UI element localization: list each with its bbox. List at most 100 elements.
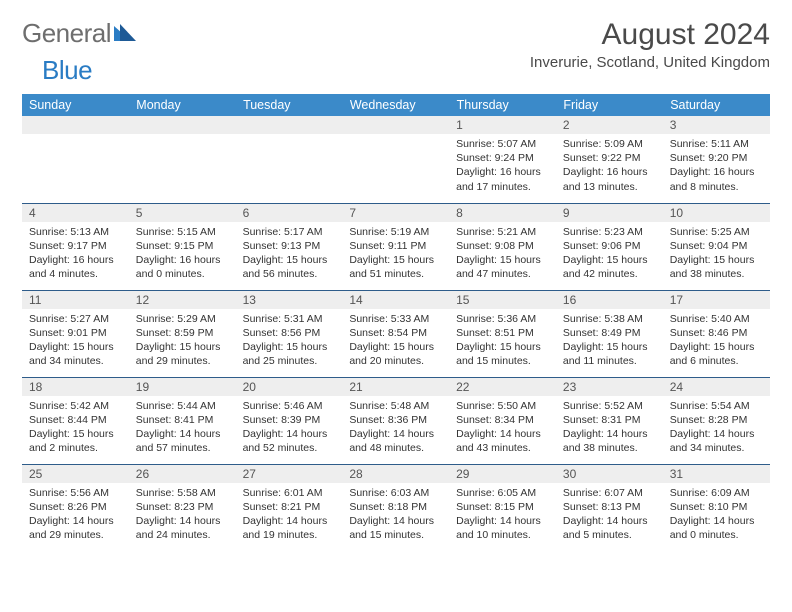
- page-subtitle: Inverurie, Scotland, United Kingdom: [530, 54, 770, 71]
- day-number: 26: [129, 465, 236, 483]
- day-details: Sunrise: 5:15 AMSunset: 9:15 PMDaylight:…: [129, 222, 236, 285]
- calendar-week-row: 1Sunrise: 5:07 AMSunset: 9:24 PMDaylight…: [22, 116, 770, 203]
- day-details: Sunrise: 6:05 AMSunset: 8:15 PMDaylight:…: [449, 483, 556, 546]
- calendar-header-cell: Wednesday: [342, 94, 449, 116]
- calendar-header-cell: Saturday: [663, 94, 770, 116]
- calendar-day-cell: 9Sunrise: 5:23 AMSunset: 9:06 PMDaylight…: [556, 203, 663, 290]
- day-number-empty: [236, 116, 343, 134]
- calendar-day-cell: 11Sunrise: 5:27 AMSunset: 9:01 PMDayligh…: [22, 290, 129, 377]
- calendar-day-cell: 18Sunrise: 5:42 AMSunset: 8:44 PMDayligh…: [22, 377, 129, 464]
- day-details: Sunrise: 6:03 AMSunset: 8:18 PMDaylight:…: [342, 483, 449, 546]
- day-number: 15: [449, 291, 556, 309]
- calendar-day-cell: 21Sunrise: 5:48 AMSunset: 8:36 PMDayligh…: [342, 377, 449, 464]
- day-details: Sunrise: 6:09 AMSunset: 8:10 PMDaylight:…: [663, 483, 770, 546]
- day-number: 14: [342, 291, 449, 309]
- day-number: 8: [449, 204, 556, 222]
- calendar-day-cell: 2Sunrise: 5:09 AMSunset: 9:22 PMDaylight…: [556, 116, 663, 203]
- day-number: 13: [236, 291, 343, 309]
- day-details: Sunrise: 6:01 AMSunset: 8:21 PMDaylight:…: [236, 483, 343, 546]
- day-number: 25: [22, 465, 129, 483]
- day-number: 23: [556, 378, 663, 396]
- calendar-week-row: 11Sunrise: 5:27 AMSunset: 9:01 PMDayligh…: [22, 290, 770, 377]
- calendar-day-cell: 29Sunrise: 6:05 AMSunset: 8:15 PMDayligh…: [449, 464, 556, 551]
- calendar-day-cell: 28Sunrise: 6:03 AMSunset: 8:18 PMDayligh…: [342, 464, 449, 551]
- calendar-day-cell: [236, 116, 343, 203]
- day-details: Sunrise: 5:52 AMSunset: 8:31 PMDaylight:…: [556, 396, 663, 459]
- day-number: 16: [556, 291, 663, 309]
- day-number-empty: [22, 116, 129, 134]
- day-number: 17: [663, 291, 770, 309]
- day-details: Sunrise: 5:36 AMSunset: 8:51 PMDaylight:…: [449, 309, 556, 372]
- calendar-day-cell: 1Sunrise: 5:07 AMSunset: 9:24 PMDaylight…: [449, 116, 556, 203]
- day-number: 29: [449, 465, 556, 483]
- day-details: Sunrise: 5:54 AMSunset: 8:28 PMDaylight:…: [663, 396, 770, 459]
- calendar-day-cell: 25Sunrise: 5:56 AMSunset: 8:26 PMDayligh…: [22, 464, 129, 551]
- calendar-day-cell: 30Sunrise: 6:07 AMSunset: 8:13 PMDayligh…: [556, 464, 663, 551]
- day-details: Sunrise: 5:58 AMSunset: 8:23 PMDaylight:…: [129, 483, 236, 546]
- day-number-empty: [129, 116, 236, 134]
- day-details: Sunrise: 5:27 AMSunset: 9:01 PMDaylight:…: [22, 309, 129, 372]
- calendar-day-cell: 4Sunrise: 5:13 AMSunset: 9:17 PMDaylight…: [22, 203, 129, 290]
- day-details: Sunrise: 5:48 AMSunset: 8:36 PMDaylight:…: [342, 396, 449, 459]
- day-details: Sunrise: 5:21 AMSunset: 9:08 PMDaylight:…: [449, 222, 556, 285]
- day-details: Sunrise: 5:17 AMSunset: 9:13 PMDaylight:…: [236, 222, 343, 285]
- calendar-day-cell: 7Sunrise: 5:19 AMSunset: 9:11 PMDaylight…: [342, 203, 449, 290]
- day-number: 1: [449, 116, 556, 134]
- logo-icon: [114, 18, 136, 49]
- calendar-table: SundayMondayTuesdayWednesdayThursdayFrid…: [22, 94, 770, 551]
- day-details: Sunrise: 5:42 AMSunset: 8:44 PMDaylight:…: [22, 396, 129, 459]
- day-number: 9: [556, 204, 663, 222]
- day-details: Sunrise: 5:44 AMSunset: 8:41 PMDaylight:…: [129, 396, 236, 459]
- day-number: 20: [236, 378, 343, 396]
- day-number: 5: [129, 204, 236, 222]
- day-number: 31: [663, 465, 770, 483]
- day-details: Sunrise: 5:29 AMSunset: 8:59 PMDaylight:…: [129, 309, 236, 372]
- calendar-header-cell: Monday: [129, 94, 236, 116]
- day-number: 3: [663, 116, 770, 134]
- day-number: 30: [556, 465, 663, 483]
- day-details: Sunrise: 5:25 AMSunset: 9:04 PMDaylight:…: [663, 222, 770, 285]
- day-number: 18: [22, 378, 129, 396]
- day-details: Sunrise: 5:38 AMSunset: 8:49 PMDaylight:…: [556, 309, 663, 372]
- logo-text-1: General: [22, 18, 111, 49]
- calendar-header-row: SundayMondayTuesdayWednesdayThursdayFrid…: [22, 94, 770, 116]
- day-number: 4: [22, 204, 129, 222]
- day-number: 21: [342, 378, 449, 396]
- calendar-day-cell: 22Sunrise: 5:50 AMSunset: 8:34 PMDayligh…: [449, 377, 556, 464]
- day-details: Sunrise: 5:11 AMSunset: 9:20 PMDaylight:…: [663, 134, 770, 197]
- calendar-day-cell: 5Sunrise: 5:15 AMSunset: 9:15 PMDaylight…: [129, 203, 236, 290]
- calendar-day-cell: 24Sunrise: 5:54 AMSunset: 8:28 PMDayligh…: [663, 377, 770, 464]
- day-details: Sunrise: 6:07 AMSunset: 8:13 PMDaylight:…: [556, 483, 663, 546]
- day-details: Sunrise: 5:56 AMSunset: 8:26 PMDaylight:…: [22, 483, 129, 546]
- calendar-day-cell: 8Sunrise: 5:21 AMSunset: 9:08 PMDaylight…: [449, 203, 556, 290]
- day-details: Sunrise: 5:09 AMSunset: 9:22 PMDaylight:…: [556, 134, 663, 197]
- calendar-day-cell: 19Sunrise: 5:44 AMSunset: 8:41 PMDayligh…: [129, 377, 236, 464]
- calendar-day-cell: [129, 116, 236, 203]
- calendar-day-cell: 10Sunrise: 5:25 AMSunset: 9:04 PMDayligh…: [663, 203, 770, 290]
- calendar-day-cell: [22, 116, 129, 203]
- calendar-day-cell: 26Sunrise: 5:58 AMSunset: 8:23 PMDayligh…: [129, 464, 236, 551]
- day-number: 28: [342, 465, 449, 483]
- calendar-day-cell: 23Sunrise: 5:52 AMSunset: 8:31 PMDayligh…: [556, 377, 663, 464]
- calendar-header-cell: Tuesday: [236, 94, 343, 116]
- day-details: Sunrise: 5:07 AMSunset: 9:24 PMDaylight:…: [449, 134, 556, 197]
- day-number: 24: [663, 378, 770, 396]
- day-details: Sunrise: 5:40 AMSunset: 8:46 PMDaylight:…: [663, 309, 770, 372]
- day-number: 6: [236, 204, 343, 222]
- day-number-empty: [342, 116, 449, 134]
- calendar-day-cell: [342, 116, 449, 203]
- day-details: Sunrise: 5:13 AMSunset: 9:17 PMDaylight:…: [22, 222, 129, 285]
- day-number: 12: [129, 291, 236, 309]
- day-number: 27: [236, 465, 343, 483]
- calendar-week-row: 25Sunrise: 5:56 AMSunset: 8:26 PMDayligh…: [22, 464, 770, 551]
- calendar-week-row: 18Sunrise: 5:42 AMSunset: 8:44 PMDayligh…: [22, 377, 770, 464]
- day-number: 10: [663, 204, 770, 222]
- calendar-day-cell: 6Sunrise: 5:17 AMSunset: 9:13 PMDaylight…: [236, 203, 343, 290]
- day-details: Sunrise: 5:50 AMSunset: 8:34 PMDaylight:…: [449, 396, 556, 459]
- day-details: Sunrise: 5:23 AMSunset: 9:06 PMDaylight:…: [556, 222, 663, 285]
- calendar-day-cell: 20Sunrise: 5:46 AMSunset: 8:39 PMDayligh…: [236, 377, 343, 464]
- calendar-day-cell: 31Sunrise: 6:09 AMSunset: 8:10 PMDayligh…: [663, 464, 770, 551]
- day-details: Sunrise: 5:19 AMSunset: 9:11 PMDaylight:…: [342, 222, 449, 285]
- day-number: 7: [342, 204, 449, 222]
- calendar-day-cell: 16Sunrise: 5:38 AMSunset: 8:49 PMDayligh…: [556, 290, 663, 377]
